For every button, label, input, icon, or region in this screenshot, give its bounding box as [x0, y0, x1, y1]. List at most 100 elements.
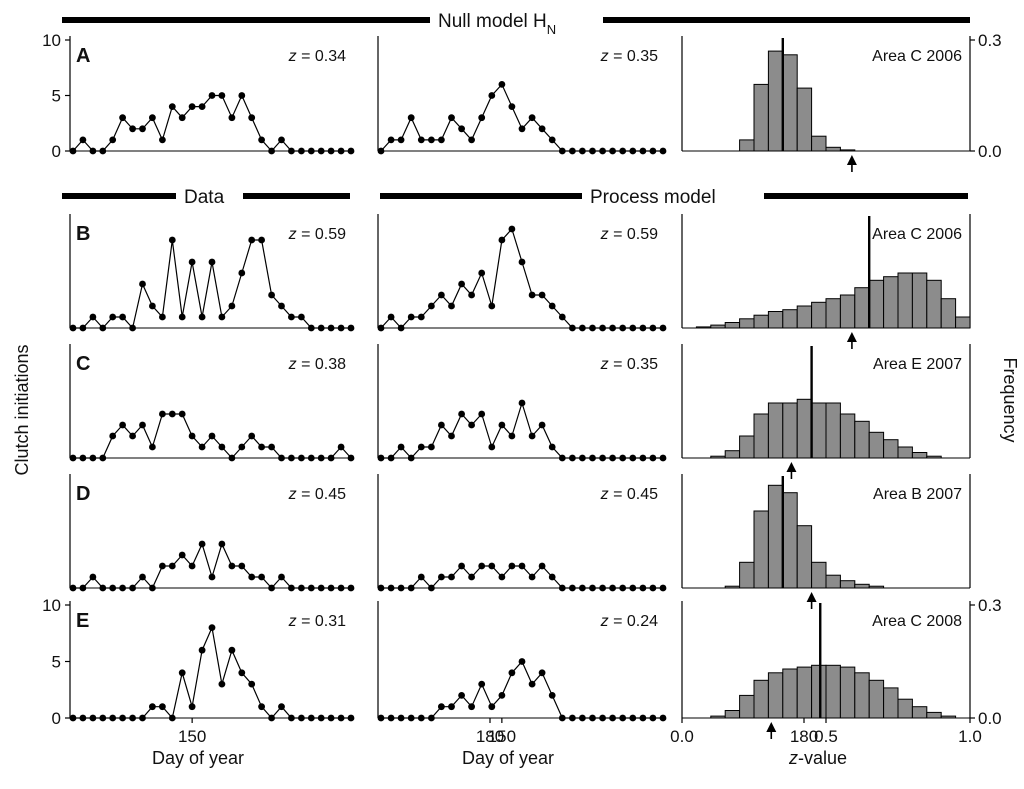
data-point [488, 703, 496, 711]
histogram-bar [811, 301, 827, 329]
z-value-label: z = 0.45 [288, 486, 346, 503]
data-point [307, 324, 315, 332]
data-point [599, 324, 606, 332]
data-point [228, 562, 236, 570]
data-point [347, 324, 355, 332]
histogram-bar [724, 710, 741, 719]
histogram-bar [811, 402, 827, 459]
data-point [528, 114, 536, 122]
data-point [218, 540, 226, 548]
data-point [619, 584, 627, 592]
area-label: Area B 2007 [873, 486, 962, 503]
data-point [79, 454, 87, 462]
data-point [307, 714, 315, 722]
histogram-bar [796, 666, 813, 719]
data-point [448, 432, 455, 440]
histogram-bar [854, 672, 870, 719]
histogram-bar [782, 492, 798, 589]
histogram-bar [739, 561, 755, 589]
data-point [538, 291, 546, 299]
y-tick-label: 0 [52, 709, 61, 728]
histogram-bar [724, 450, 741, 459]
data-point [109, 584, 117, 592]
data-point [387, 584, 395, 592]
data-point [119, 421, 126, 429]
data-point [377, 454, 385, 462]
data-point [417, 443, 425, 451]
data-point [629, 714, 637, 722]
data-point [428, 302, 435, 310]
data-point [337, 324, 345, 332]
data-point [478, 410, 486, 418]
data-point [228, 302, 236, 310]
data-point [387, 714, 395, 722]
data-point [438, 421, 445, 429]
histogram-bar [868, 585, 885, 589]
data-point [298, 313, 305, 321]
data-point [317, 324, 325, 332]
data-point [428, 584, 435, 592]
data-point [168, 103, 176, 110]
histogram-bar [767, 672, 784, 719]
panel-a-null-model: z = 0.35 [377, 36, 667, 155]
arrow-marker [846, 332, 857, 342]
data-point [569, 147, 576, 155]
data-point [317, 147, 325, 155]
y-axis-label-frequency: Frequency [1000, 357, 1020, 442]
freq-tick-label: 0.0 [978, 709, 1002, 728]
data-point [119, 714, 126, 722]
data-point [488, 443, 496, 451]
data-point [508, 225, 516, 233]
data-point [347, 147, 355, 155]
data-point [198, 540, 206, 548]
data-point [387, 136, 395, 144]
z-value-label: z = 0.24 [600, 613, 658, 630]
data-point [337, 584, 345, 592]
data-point [159, 410, 166, 418]
data-point [119, 584, 126, 592]
data-point [407, 714, 415, 722]
histogram-bar [854, 420, 870, 459]
z-tick-label: 0.0 [670, 727, 694, 746]
z-value-label: z = 0.31 [288, 613, 346, 630]
panel-d-data: z = 0.45 D [69, 474, 355, 592]
data-point [248, 114, 256, 122]
z-value-label: z = 0.35 [600, 48, 658, 65]
data-point [548, 692, 556, 699]
data-point [538, 421, 546, 429]
data-point [428, 136, 435, 144]
data-point [139, 125, 146, 133]
z-value-label: z = 0.45 [600, 486, 658, 503]
z-tick-label: 1.0 [958, 727, 982, 746]
data-point [288, 454, 295, 462]
data-point [327, 147, 335, 155]
data-point [317, 714, 325, 722]
histogram-bar [811, 664, 827, 719]
data-point [278, 454, 285, 462]
data-point [337, 443, 345, 451]
z-value-label: z = 0.59 [288, 226, 346, 243]
histogram-bar [955, 316, 971, 329]
data-point [599, 147, 606, 155]
data-point [89, 573, 97, 581]
data-point [149, 443, 156, 451]
data-point [407, 313, 415, 321]
data-point [407, 114, 415, 122]
data-point [238, 92, 246, 99]
histogram-bar [796, 87, 813, 152]
data-point [139, 714, 146, 722]
data-point [377, 584, 385, 592]
freq-tick-label: 0.3 [978, 31, 1002, 50]
data-point [288, 147, 295, 155]
z-value-label: z = 0.59 [600, 226, 658, 243]
histogram-bar [796, 398, 813, 459]
data-point [258, 443, 265, 451]
histogram-bar [883, 687, 899, 719]
data-point [579, 324, 586, 332]
data-point [238, 669, 246, 677]
data-point [619, 714, 627, 722]
data-point [659, 147, 667, 155]
data-point [629, 147, 637, 155]
